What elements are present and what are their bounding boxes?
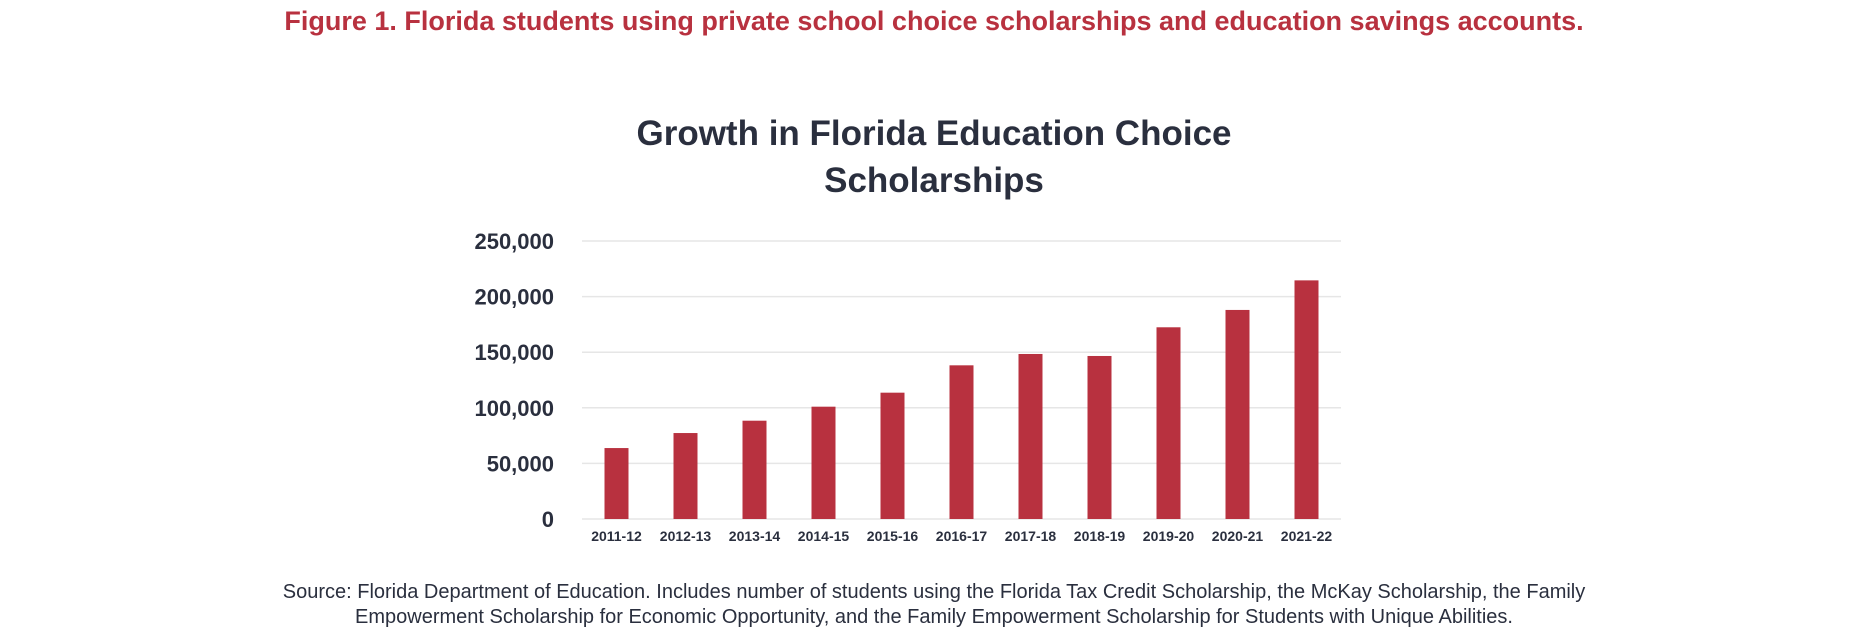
x-tick-label: 2015-16	[867, 528, 919, 544]
x-tick-label: 2016-17	[936, 528, 988, 544]
x-tick-label: 2021-22	[1281, 528, 1333, 544]
chart-title: Growth in Florida Education Choice Schol…	[0, 110, 1868, 204]
x-tick-label: 2017-18	[1005, 528, 1057, 544]
bar	[949, 365, 974, 519]
y-tick-label: 200,000	[474, 285, 554, 310]
bar	[880, 392, 905, 519]
bar	[811, 406, 836, 519]
x-tick-label: 2019-20	[1143, 528, 1195, 544]
bar	[1018, 353, 1043, 519]
y-tick-label: 150,000	[474, 340, 554, 365]
gridlines	[582, 240, 1341, 520]
x-tick-label: 2020-21	[1212, 528, 1264, 544]
source-line-1: Source: Florida Department of Education.…	[282, 581, 1586, 603]
bar	[1156, 327, 1181, 519]
x-tick-label: 2013-14	[729, 528, 781, 544]
bar	[673, 433, 698, 519]
x-tick-label: 2011-12	[591, 528, 642, 544]
bar	[742, 420, 767, 519]
bar	[604, 448, 629, 519]
figure-caption: Figure 1. Florida students using private…	[284, 6, 1584, 36]
y-tick-label: 250,000	[474, 229, 554, 254]
bars	[604, 280, 1319, 519]
bar	[1087, 355, 1112, 519]
source-note: Source: Florida Department of Education.…	[0, 580, 1868, 630]
y-tick-label: 0	[542, 507, 554, 532]
x-tick-label: 2012-13	[660, 528, 712, 544]
y-tick-label: 50,000	[487, 451, 554, 476]
x-tick-label: 2014-15	[798, 528, 850, 544]
bar	[1225, 309, 1250, 519]
chart-title-line-2: Scholarships	[824, 161, 1044, 200]
y-tick-label: 100,000	[474, 396, 554, 421]
source-line-2: Empowerment Scholarship for Economic Opp…	[355, 606, 1513, 628]
chart-title-line-1: Growth in Florida Education Choice	[636, 114, 1232, 153]
x-tick-label: 2018-19	[1074, 528, 1126, 544]
bar	[1294, 280, 1319, 519]
y-axis-ticks: 0 50,000 100,000 150,000 200,000 250,000	[474, 229, 554, 532]
x-axis-ticks: 2011-12 2012-13 2013-14 2014-15 2015-16 2016-…	[591, 528, 1332, 544]
